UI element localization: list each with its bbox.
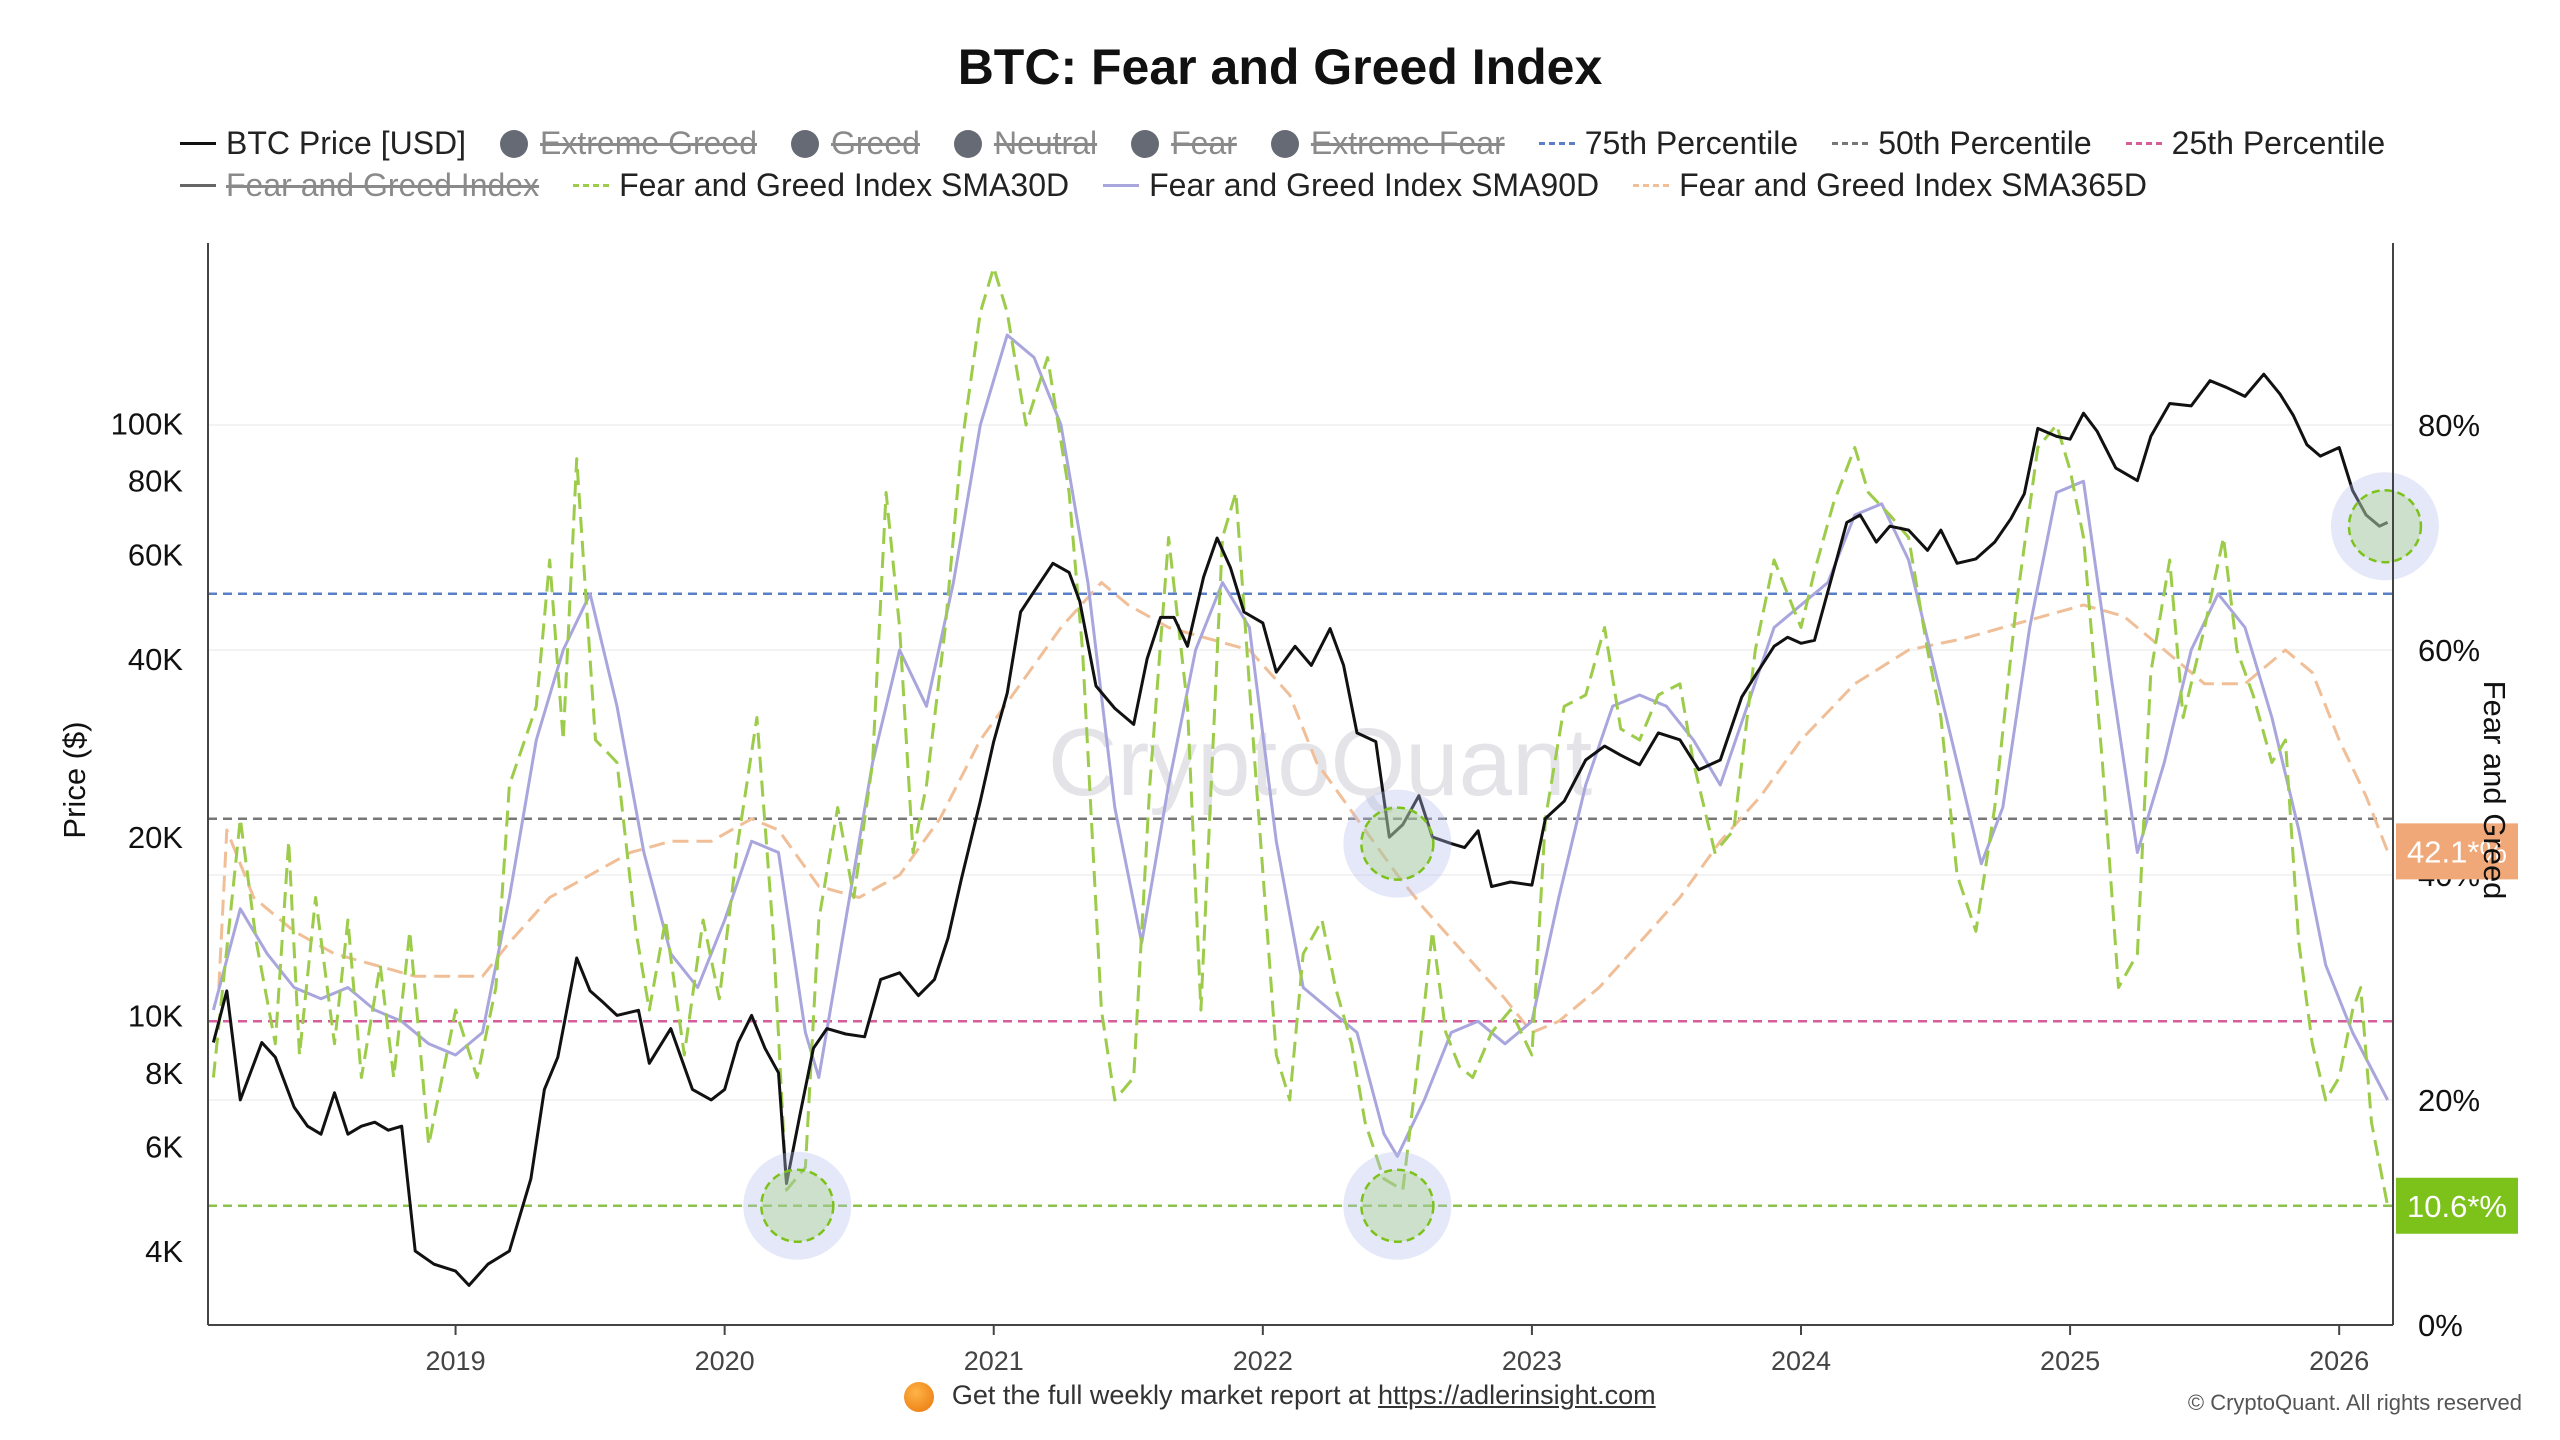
legend-line-icon bbox=[180, 142, 216, 145]
y-axis-left-title: Price ($) bbox=[57, 721, 92, 838]
x-tick-label: 2021 bbox=[964, 1346, 1024, 1376]
x-tick-label: 2024 bbox=[1771, 1346, 1831, 1376]
y-left-tick-label: 20K bbox=[128, 820, 183, 855]
legend-label: Extreme Fear bbox=[1310, 125, 1505, 161]
highlight-marker bbox=[760, 1168, 835, 1243]
watermark: CryptoQuant bbox=[1048, 709, 1592, 816]
y-right-tick-label: 60% bbox=[2418, 633, 2480, 668]
y-axis-right-title: Fear and Greed bbox=[2477, 681, 2512, 900]
y-left-tick-label: 6K bbox=[145, 1130, 183, 1165]
y-left-tick-label: 40K bbox=[128, 642, 183, 677]
y-left-tick-label: 10K bbox=[128, 998, 183, 1033]
percentile-lines bbox=[208, 592, 2393, 1207]
footer-text: Get the full weekly market report at bbox=[951, 1380, 1371, 1410]
y-left-tick-label: 80K bbox=[128, 464, 183, 499]
legend-label: Greed bbox=[831, 125, 920, 161]
legend-label: Fear and Greed Index SMA90D bbox=[1149, 167, 1600, 203]
legend-row-2: Fear and Greed Index Fear and Greed Index… bbox=[180, 167, 2181, 204]
legend-line-icon bbox=[2125, 142, 2162, 145]
legend-item-extreme-fear[interactable]: Extreme Fear bbox=[1270, 125, 1505, 162]
footer-link[interactable]: https://adlerinsight.com bbox=[1378, 1380, 1656, 1410]
legend-line-icon bbox=[1103, 184, 1140, 187]
legend-item-75th-percentile[interactable]: 75th Percentile bbox=[1538, 125, 1799, 162]
y-left-tick-label: 100K bbox=[111, 406, 184, 441]
end-label-box bbox=[2396, 823, 2518, 880]
x-tick-label: 2023 bbox=[1502, 1346, 1562, 1376]
y-left-tick-label: 8K bbox=[145, 1056, 183, 1091]
highlight-halo bbox=[1343, 1151, 1452, 1260]
legend-label: 25th Percentile bbox=[2171, 125, 2386, 161]
legend-item-btc-price-usd[interactable]: BTC Price [USD] bbox=[180, 125, 466, 162]
highlight-markers bbox=[743, 472, 2439, 1260]
legend-item-25th-percentile[interactable]: 25th Percentile bbox=[2125, 125, 2386, 162]
y-right-tick-label: 80% bbox=[2418, 408, 2480, 443]
highlight-marker bbox=[2347, 488, 2423, 564]
y-right-tick-label: 20% bbox=[2418, 1083, 2480, 1118]
legend-item-extreme-greed[interactable]: Extreme Greed bbox=[500, 125, 757, 162]
tick-labels: 4K6K8K10K20K40K60K80K100K0%20%40%60%80%2… bbox=[111, 406, 2480, 1376]
legend-dot-icon bbox=[1131, 129, 1160, 158]
legend-item-neutral[interactable]: Neutral bbox=[953, 125, 1098, 162]
y-left-tick-label: 4K bbox=[145, 1234, 183, 1269]
legend-item-greed[interactable]: Greed bbox=[791, 125, 920, 162]
legend-label: 50th Percentile bbox=[1878, 125, 2092, 161]
series-layer bbox=[211, 266, 2390, 1287]
legend-label: Fear and Greed Index bbox=[226, 167, 540, 203]
end-label-text: 42.1*% bbox=[2407, 834, 2507, 869]
series-line-fear-and-greed-index-sma365d bbox=[217, 581, 2389, 1034]
legend-dot-icon bbox=[1270, 129, 1299, 158]
highlight-marker bbox=[1360, 806, 1435, 881]
series-line-fear-and-greed-index-sma30d bbox=[211, 266, 2390, 1207]
highlight-marker bbox=[1360, 1168, 1435, 1243]
axes bbox=[207, 243, 2394, 1326]
legend-item-fear-and-greed-index-sma90d[interactable]: Fear and Greed Index SMA90D bbox=[1103, 167, 1599, 204]
x-tick-label: 2026 bbox=[2309, 1346, 2369, 1376]
footer: Get the full weekly market report at htt… bbox=[0, 1380, 2560, 1412]
legend-line-icon bbox=[573, 184, 610, 187]
legend-label: Fear and Greed Index SMA30D bbox=[619, 167, 1070, 203]
highlight-halo bbox=[743, 1151, 852, 1260]
chart-title: BTC: Fear and Greed Index bbox=[957, 39, 1603, 95]
legend-label: Extreme Greed bbox=[540, 125, 757, 161]
series-line-fear-and-greed-index-sma90d bbox=[211, 333, 2389, 1158]
copyright: © CryptoQuant. All rights reserved bbox=[2187, 1390, 2522, 1415]
legend-dot-icon bbox=[791, 129, 819, 158]
gridlines bbox=[208, 424, 2393, 1326]
legend-line-icon bbox=[1633, 184, 1670, 187]
legend-line-icon bbox=[1538, 142, 1575, 145]
x-tick-label: 2022 bbox=[1233, 1346, 1293, 1376]
legend-line-icon bbox=[1832, 142, 1869, 145]
legend-item-fear-and-greed-index[interactable]: Fear and Greed Index bbox=[180, 167, 539, 204]
legend-line-icon bbox=[180, 184, 216, 187]
legend-item-50th-percentile[interactable]: 50th Percentile bbox=[1832, 125, 2092, 162]
x-tick-label: 2025 bbox=[2040, 1346, 2100, 1376]
end-label-box bbox=[2396, 1177, 2518, 1234]
legend-label: Neutral bbox=[993, 125, 1098, 161]
legend-item-fear[interactable]: Fear bbox=[1131, 125, 1237, 162]
y-left-tick-label: 60K bbox=[128, 538, 183, 573]
legend-label: BTC Price [USD] bbox=[226, 125, 467, 161]
coin-icon bbox=[904, 1381, 935, 1412]
legend-label: 75th Percentile bbox=[1584, 125, 1799, 161]
end-label-text: 10.6*% bbox=[2407, 1189, 2507, 1224]
x-tick-label: 2019 bbox=[426, 1346, 486, 1376]
legend-item-fear-and-greed-index-sma30d[interactable]: Fear and Greed Index SMA30D bbox=[573, 167, 1069, 204]
y-right-tick-label: 0% bbox=[2418, 1308, 2463, 1343]
series-line-btc-price-usd bbox=[211, 372, 2389, 1287]
legend-label: Fear and Greed Index SMA365D bbox=[1679, 167, 2147, 203]
legend-row-1: BTC Price [USD] Extreme Greed Greed Neutral… bbox=[180, 125, 2419, 162]
legend-dot-icon bbox=[953, 129, 982, 158]
highlight-halo bbox=[2330, 472, 2439, 581]
x-tick-label: 2020 bbox=[695, 1346, 755, 1376]
legend-dot-icon bbox=[500, 129, 529, 158]
legend-label: Fear bbox=[1171, 125, 1237, 161]
highlight-halo bbox=[1343, 789, 1452, 898]
end-value-labels: 42.1*% 10.6*% bbox=[2396, 823, 2518, 1234]
legend-item-fear-and-greed-index-sma365d[interactable]: Fear and Greed Index SMA365D bbox=[1633, 167, 2147, 204]
